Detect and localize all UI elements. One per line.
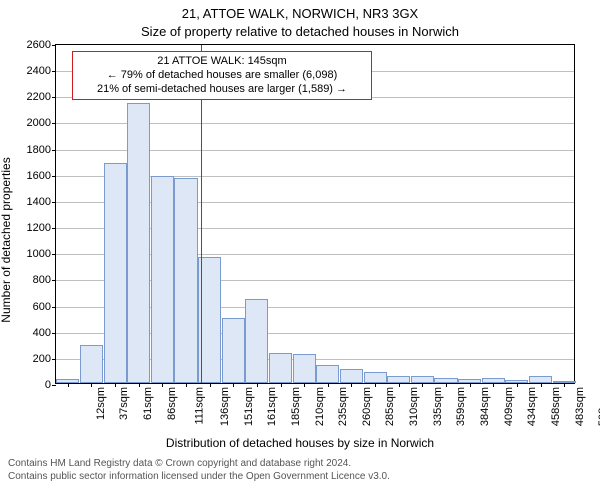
xtick-label: 111sqm bbox=[194, 387, 206, 425]
ytick-label: 2200 bbox=[27, 91, 56, 103]
xtick-mark bbox=[257, 383, 258, 387]
xtick-label: 310sqm bbox=[408, 387, 420, 426]
chart-title-line2: Size of property relative to detached ho… bbox=[0, 24, 600, 39]
footer-line1: Contains HM Land Registry data © Crown c… bbox=[8, 458, 390, 471]
histogram-bar bbox=[174, 178, 197, 383]
xtick-label: 86sqm bbox=[166, 387, 178, 420]
xtick-mark bbox=[446, 383, 447, 387]
xtick-mark bbox=[493, 383, 494, 387]
xtick-mark bbox=[210, 383, 211, 387]
ytick-label: 200 bbox=[33, 353, 56, 365]
histogram-bar bbox=[293, 354, 316, 383]
xtick-label: 458sqm bbox=[550, 387, 562, 426]
histogram-bar bbox=[340, 369, 363, 383]
xtick-label: 136sqm bbox=[219, 387, 231, 426]
histogram-bar bbox=[127, 103, 150, 383]
histogram-bar bbox=[80, 345, 103, 383]
xtick-mark bbox=[91, 383, 92, 387]
xtick-mark bbox=[162, 383, 163, 387]
histogram-bar bbox=[151, 176, 174, 383]
ytick-label: 800 bbox=[33, 274, 56, 286]
ytick-label: 600 bbox=[33, 301, 56, 313]
ytick-label: 2000 bbox=[27, 117, 56, 129]
histogram-bar bbox=[222, 318, 245, 383]
xtick-label: 210sqm bbox=[314, 387, 326, 426]
histogram-bar bbox=[364, 372, 387, 383]
xtick-label: 235sqm bbox=[337, 387, 349, 426]
xtick-mark bbox=[328, 383, 329, 387]
xtick-label: 12sqm bbox=[95, 387, 107, 420]
ytick-label: 1400 bbox=[27, 196, 56, 208]
ytick-label: 0 bbox=[45, 379, 56, 391]
xtick-mark bbox=[281, 383, 282, 387]
annotation-line: 21% of semi-detached houses are larger (… bbox=[77, 83, 367, 97]
footer-attribution: Contains HM Land Registry data © Crown c… bbox=[8, 458, 390, 483]
xtick-label: 359sqm bbox=[456, 387, 468, 426]
footer-line2: Contains public sector information licen… bbox=[8, 471, 390, 484]
xtick-label: 409sqm bbox=[503, 387, 515, 426]
annotation-line: ← 79% of detached houses are smaller (6,… bbox=[77, 69, 367, 83]
xtick-mark bbox=[186, 383, 187, 387]
ytick-label: 2400 bbox=[27, 65, 56, 77]
y-axis-label: Number of detached properties bbox=[0, 157, 13, 322]
histogram-bar bbox=[316, 365, 339, 383]
histogram-bar bbox=[104, 163, 127, 383]
plot-area: 0200400600800100012001400160018002000220… bbox=[55, 44, 575, 384]
histogram-bar bbox=[411, 376, 434, 383]
xtick-mark bbox=[68, 383, 69, 387]
xtick-mark bbox=[517, 383, 518, 387]
xtick-label: 335sqm bbox=[432, 387, 444, 426]
ytick-label: 400 bbox=[33, 327, 56, 339]
xtick-mark bbox=[564, 383, 565, 387]
xtick-mark bbox=[541, 383, 542, 387]
chart-title-line1: 21, ATTOE WALK, NORWICH, NR3 3GX bbox=[0, 6, 600, 21]
xtick-label: 161sqm bbox=[266, 387, 278, 426]
xtick-label: 151sqm bbox=[243, 387, 255, 426]
xtick-label: 61sqm bbox=[142, 387, 154, 420]
histogram-bar bbox=[387, 376, 410, 383]
x-axis-label: Distribution of detached houses by size … bbox=[0, 436, 600, 450]
xtick-label: 483sqm bbox=[574, 387, 586, 426]
xtick-mark bbox=[375, 383, 376, 387]
ytick-label: 1000 bbox=[27, 248, 56, 260]
xtick-label: 285sqm bbox=[385, 387, 397, 426]
xtick-label: 434sqm bbox=[526, 387, 538, 426]
xtick-mark bbox=[422, 383, 423, 387]
ytick-label: 1600 bbox=[27, 170, 56, 182]
xtick-label: 37sqm bbox=[118, 387, 130, 420]
annotation-box: 21 ATTOE WALK: 145sqm← 79% of detached h… bbox=[72, 51, 372, 100]
ytick-label: 1200 bbox=[27, 222, 56, 234]
histogram-bar bbox=[269, 353, 292, 383]
annotation-line: 21 ATTOE WALK: 145sqm bbox=[77, 55, 367, 69]
ytick-label: 1800 bbox=[27, 144, 56, 156]
xtick-mark bbox=[399, 383, 400, 387]
histogram-bar bbox=[245, 299, 268, 383]
xtick-label: 260sqm bbox=[361, 387, 373, 426]
xtick-label: 384sqm bbox=[479, 387, 491, 426]
xtick-label: 185sqm bbox=[290, 387, 302, 426]
xtick-mark bbox=[351, 383, 352, 387]
xtick-mark bbox=[233, 383, 234, 387]
xtick-mark bbox=[304, 383, 305, 387]
xtick-mark bbox=[115, 383, 116, 387]
ytick-label: 2600 bbox=[27, 39, 56, 51]
xtick-mark bbox=[139, 383, 140, 387]
xtick-mark bbox=[470, 383, 471, 387]
